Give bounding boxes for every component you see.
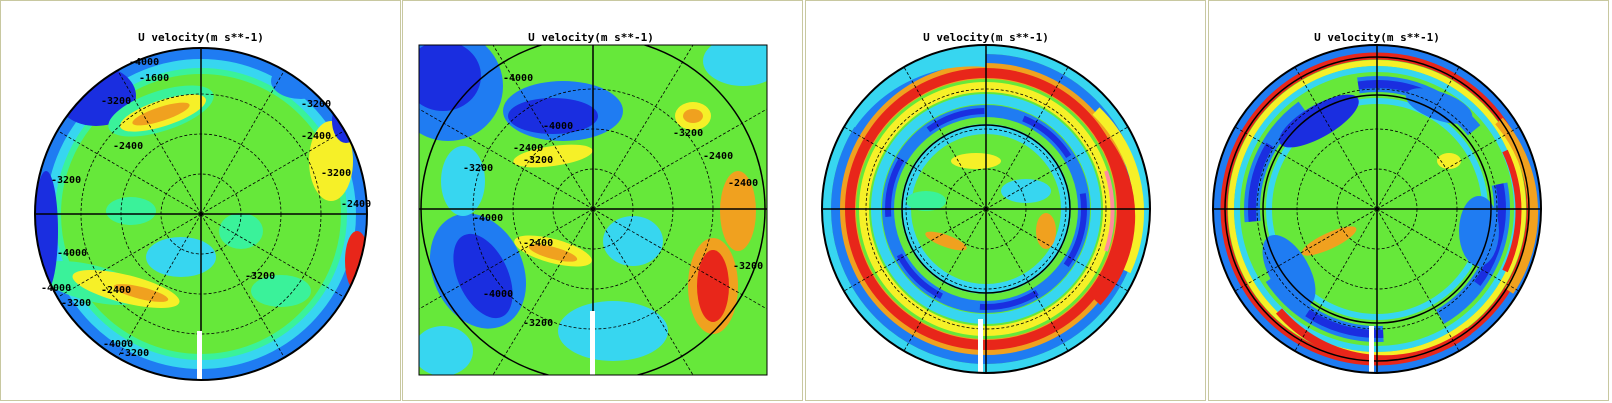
field-blob (1001, 179, 1051, 203)
field-arc (1091, 137, 1136, 306)
field-blob (113, 284, 169, 302)
map-panel-4: U velocity(m s**-1) (1208, 0, 1609, 401)
contour-label: -4000 (473, 213, 503, 224)
contour-label: -2400 (101, 285, 131, 296)
field-blob (683, 109, 703, 123)
field-blob (419, 326, 473, 375)
data-gap (1369, 326, 1374, 373)
field-blob (1036, 213, 1056, 249)
contour-label: -2400 (301, 131, 331, 142)
field-arc (1502, 149, 1522, 273)
contour-label: -4000 (57, 248, 87, 259)
contour-label: -2400 (113, 141, 143, 152)
field-blob (528, 244, 578, 262)
field-blob (1459, 196, 1499, 266)
contour-label: -2400 (728, 178, 758, 189)
contour-label: -2400 (703, 151, 733, 162)
field-blob (332, 99, 360, 143)
field-blob (603, 216, 663, 266)
contour-label: -1600 (139, 73, 169, 84)
field-blob (558, 301, 668, 361)
field-blob (508, 98, 598, 134)
field-arc (1092, 107, 1145, 274)
field-blob (1437, 153, 1461, 169)
map-boundary (34, 47, 368, 381)
contour-labels-2: -4000 -3200 -4000 -2400 -3200 -3200 -240… (463, 73, 763, 329)
contour-label: -4000 (503, 73, 533, 84)
field-blob (219, 213, 263, 249)
map-plot-3: U velocity(m s**-1) (821, 31, 1151, 374)
contour-label: -2400 (341, 199, 371, 210)
map-field-4 (1213, 45, 1541, 373)
contour-label: -4000 (41, 283, 71, 294)
field-blob (697, 250, 729, 322)
field-blob (720, 171, 756, 251)
contour-label: -3200 (523, 318, 553, 329)
contour-label: -3200 (61, 298, 91, 309)
contour-label: -3200 (733, 261, 763, 272)
contour-label: -4000 (103, 339, 133, 350)
contour-label: -3200 (523, 155, 553, 166)
field-blob (703, 45, 767, 86)
field-blob (906, 191, 946, 211)
field-blob (251, 275, 311, 307)
plot-title: U velocity(m s**-1) (138, 31, 264, 44)
axes-1 (35, 48, 367, 380)
contour-label: -3200 (119, 348, 149, 359)
field-blob (951, 153, 1001, 169)
field-blob (441, 146, 485, 216)
contour-label: -3200 (673, 128, 703, 139)
contour-label: -4000 (543, 121, 573, 132)
field-blob (1262, 234, 1316, 308)
map-panel-2: U velocity(m s**-1) (402, 0, 803, 401)
field-blob (1301, 226, 1357, 256)
map-frame (418, 44, 768, 376)
field-blob (132, 102, 190, 126)
map-plot-2: U velocity(m s**-1) (418, 31, 768, 376)
field-blob (925, 231, 967, 251)
field-blob (1279, 94, 1359, 148)
contour-label: -2400 (513, 143, 543, 154)
contour-label: -4000 (129, 57, 159, 68)
axes-4 (1213, 45, 1541, 373)
data-gap (978, 319, 983, 373)
field-blob (513, 144, 593, 168)
contour-label: -2400 (523, 238, 553, 249)
plot-title: U velocity(m s**-1) (1314, 31, 1440, 44)
contour-label: -3200 (51, 175, 81, 186)
plot-title: U velocity(m s**-1) (528, 31, 654, 44)
contour-label: -3200 (321, 168, 351, 179)
field-arc (1104, 170, 1115, 252)
contour-label: -4000 (483, 289, 513, 300)
contour-label: -3200 (101, 96, 131, 107)
plot-title: U velocity(m s**-1) (923, 31, 1049, 44)
contour-label: -3200 (245, 271, 275, 282)
contour-labels-1: -4000 -3200 -2400 -1600 -3200 -4000 -320… (41, 57, 371, 359)
map-panel-3: U velocity(m s**-1) (805, 0, 1206, 401)
field-blob (419, 45, 481, 111)
contour-label: -3200 (463, 163, 493, 174)
data-gap (197, 331, 202, 380)
map-panel-1: U velocity(m s**-1) (0, 0, 401, 401)
axes-3 (822, 45, 1150, 373)
data-gap (590, 311, 595, 375)
field-blob (146, 237, 216, 277)
map-boundary (821, 44, 1151, 374)
map-plot-4: U velocity(m s**-1) (1212, 31, 1542, 374)
contour-label: -3200 (301, 99, 331, 110)
map-boundary (1212, 44, 1542, 374)
field-blob (453, 233, 513, 319)
field-blob (106, 197, 156, 225)
map-plot-1: U velocity(m s**-1) (34, 31, 371, 381)
